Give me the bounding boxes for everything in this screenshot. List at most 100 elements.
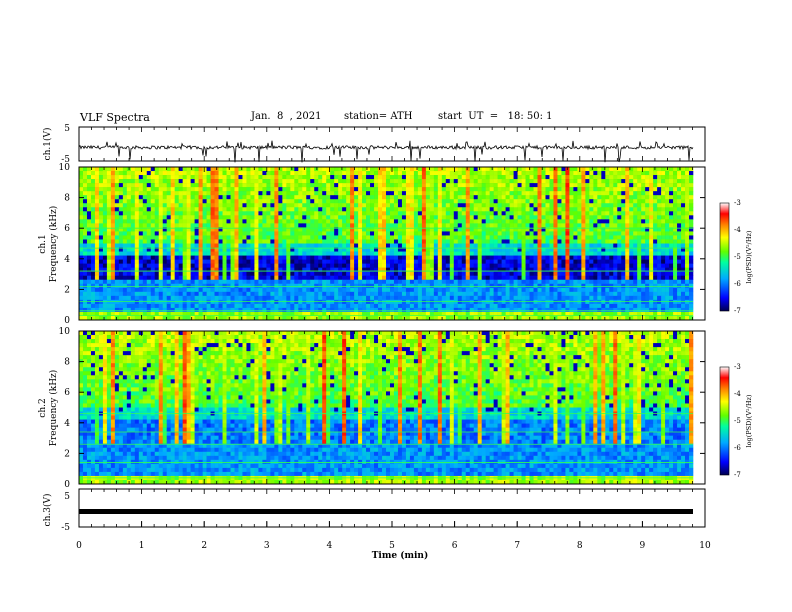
spectrogram-cell: [130, 203, 136, 208]
spectrogram-cell: [262, 235, 267, 240]
spectrogram-cell: [94, 227, 100, 232]
spectrogram-cell: [358, 267, 363, 272]
spectrogram-cell: [529, 259, 534, 264]
spectrogram-cell: [198, 263, 203, 268]
spectrogram-cell: [234, 219, 239, 224]
spectrogram-cell: [154, 263, 160, 268]
spectrogram-cell: [393, 231, 399, 236]
spectrogram-cell: [198, 267, 203, 272]
spectrogram-cell: [549, 175, 554, 180]
spectrogram-cell: [338, 203, 343, 208]
spectrogram-cell: [589, 227, 594, 232]
spectrogram-cell: [605, 287, 610, 293]
spectrogram-cell: [685, 211, 690, 216]
spectrogram-cell: [405, 231, 411, 236]
spectrogram-cell: [194, 263, 199, 268]
spectrogram-cell: [322, 167, 327, 172]
spectrogram-cell: [150, 203, 156, 208]
spectrogram-cell: [429, 287, 435, 293]
spectrogram-cell: [182, 247, 187, 252]
spectrogram-cell: [82, 223, 88, 228]
spectrogram-cell: [222, 227, 227, 232]
spectrogram-cell: [262, 183, 267, 188]
spectrogram-cell: [134, 219, 140, 224]
spectrogram-cell: [198, 187, 203, 192]
spectrogram-cell: [254, 263, 259, 268]
spectrogram-cell: [242, 223, 247, 228]
spectrogram-cell: [334, 191, 339, 196]
spectrogram-cell: [689, 287, 694, 293]
spectrogram-cell: [601, 199, 606, 204]
spectrogram-cell: [641, 167, 646, 172]
spectrogram-cell: [537, 227, 542, 232]
spectrogram-cell: [386, 275, 391, 281]
spectrogram-cell: [326, 235, 331, 240]
spectrogram-cell: [537, 171, 542, 176]
spectrogram-cell: [334, 211, 339, 216]
spectrogram-cell: [493, 219, 498, 224]
spectrogram-cell: [589, 191, 594, 196]
spectrogram-cell: [138, 279, 144, 285]
spectrogram-cell: [202, 175, 207, 180]
spectrogram-cell: [126, 219, 132, 224]
spectrogram-cell: [346, 243, 351, 248]
spectrogram-cell: [202, 223, 207, 228]
spectrogram-cell: [433, 279, 439, 285]
spectrogram-cell: [401, 231, 407, 236]
spectrogram-cell: [278, 275, 283, 281]
spectrogram-cell: [453, 179, 459, 184]
spectrogram-cell: [310, 215, 315, 220]
spectrogram-cell: [130, 291, 136, 297]
spectrogram-cell: [681, 255, 686, 260]
spectrogram-cell: [613, 219, 618, 224]
spectrogram-cell: [254, 215, 259, 220]
spectrogram-cell: [98, 195, 104, 200]
spectrogram-cell: [346, 267, 351, 272]
spectrogram-cell: [669, 247, 674, 252]
spectrogram-cell: [306, 283, 311, 289]
spectrogram-cell: [465, 239, 471, 244]
spectrogram-cell: [306, 215, 311, 220]
spectrogram-cell: [605, 267, 610, 272]
spectrogram-cell: [330, 211, 335, 216]
spectrogram-cell: [234, 239, 239, 244]
spectrogram-cell: [589, 283, 594, 289]
spectrogram-cell: [306, 207, 311, 212]
spectrogram-cell: [589, 291, 594, 297]
spectrogram-cell: [154, 179, 160, 184]
spectrogram-cell: [633, 283, 638, 289]
spectrogram-cell: [130, 255, 136, 260]
spectrogram-cell: [262, 195, 267, 200]
spectrogram-cell: [489, 199, 494, 204]
spectrogram-cell: [593, 243, 598, 248]
spectrogram-cell: [677, 199, 682, 204]
spectrogram-cell: [613, 203, 618, 208]
spectrogram-cell: [174, 187, 179, 192]
spectrogram-cell: [413, 243, 419, 248]
spectrogram-cell: [382, 259, 387, 264]
spectrogram-cell: [286, 195, 291, 200]
spectrogram-cell: [389, 275, 395, 281]
spectrogram-cell: [358, 275, 363, 281]
spectrogram-cell: [649, 215, 654, 220]
spectrogram-cell: [597, 287, 602, 293]
spectrogram-cell: [661, 195, 666, 200]
spectrogram-cell: [393, 287, 399, 293]
spectrogram-cell: [346, 231, 351, 236]
spectrogram-cell: [609, 251, 614, 256]
spectrogram-cell: [437, 271, 443, 277]
spectrogram-cell: [673, 251, 678, 256]
spectrogram-cell: [437, 191, 443, 196]
spectrogram-cell: [573, 243, 578, 248]
spectrogram-cell: [617, 223, 622, 228]
spectrogram-cell: [629, 231, 634, 236]
spectrogram-cell: [681, 207, 686, 212]
spectrogram-cell: [134, 243, 140, 248]
spectrogram-cell: [79, 279, 84, 285]
spectrogram-cell: [386, 291, 391, 297]
spectrogram-cell: [162, 199, 168, 204]
spectrogram-cell: [262, 175, 267, 180]
spectrogram-cell: [110, 207, 116, 212]
spectrogram-cell: [677, 215, 682, 220]
spectrogram-cell: [150, 263, 156, 268]
